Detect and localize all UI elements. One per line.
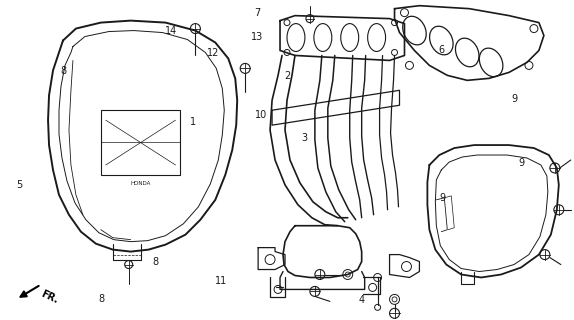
Text: 7: 7	[254, 8, 261, 18]
Text: 8: 8	[60, 66, 66, 76]
Text: 11: 11	[215, 276, 227, 286]
Text: 6: 6	[438, 45, 444, 55]
Text: 9: 9	[518, 158, 525, 168]
Text: 5: 5	[17, 180, 22, 190]
Text: 8: 8	[98, 293, 104, 304]
Text: 4: 4	[358, 295, 364, 305]
Text: 10: 10	[255, 110, 267, 120]
Text: 12: 12	[207, 48, 219, 58]
Text: 2: 2	[284, 71, 290, 81]
Text: 8: 8	[153, 257, 158, 267]
Text: 9: 9	[511, 94, 518, 104]
Text: FR.: FR.	[39, 289, 60, 306]
Text: 9: 9	[439, 193, 445, 203]
Text: 1: 1	[189, 117, 196, 127]
Text: HONDA: HONDA	[130, 181, 151, 186]
Text: 14: 14	[165, 26, 178, 36]
Text: 13: 13	[251, 32, 263, 42]
Text: 3: 3	[301, 133, 307, 143]
Bar	[101, 110, 180, 175]
